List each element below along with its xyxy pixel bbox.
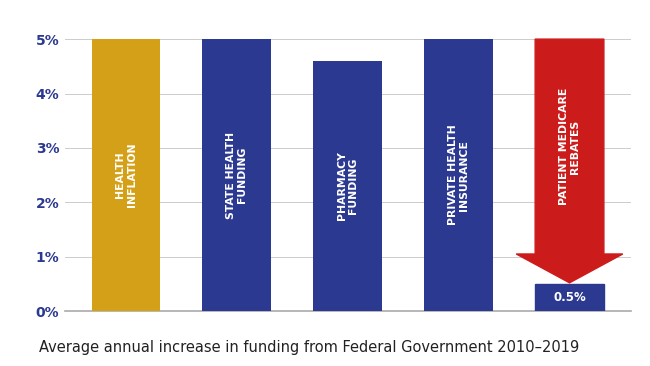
Bar — [313, 61, 382, 311]
Text: STATE HEALTH
FUNDING: STATE HEALTH FUNDING — [226, 131, 248, 219]
Text: PHARMACY
FUNDING: PHARMACY FUNDING — [337, 152, 358, 220]
Text: PRIVATE HEALTH
INSURANCE: PRIVATE HEALTH INSURANCE — [448, 125, 469, 225]
Bar — [424, 39, 493, 311]
Bar — [92, 39, 161, 311]
Polygon shape — [516, 39, 623, 283]
Text: PATIENT MEDICARE
REBATES: PATIENT MEDICARE REBATES — [559, 88, 580, 205]
Text: 0.5%: 0.5% — [553, 291, 586, 304]
Text: Average annual increase in funding from Federal Government 2010–2019: Average annual increase in funding from … — [39, 340, 579, 355]
Bar — [535, 284, 604, 311]
Text: HEALTH
INFLATION: HEALTH INFLATION — [116, 143, 136, 208]
Bar — [203, 39, 271, 311]
